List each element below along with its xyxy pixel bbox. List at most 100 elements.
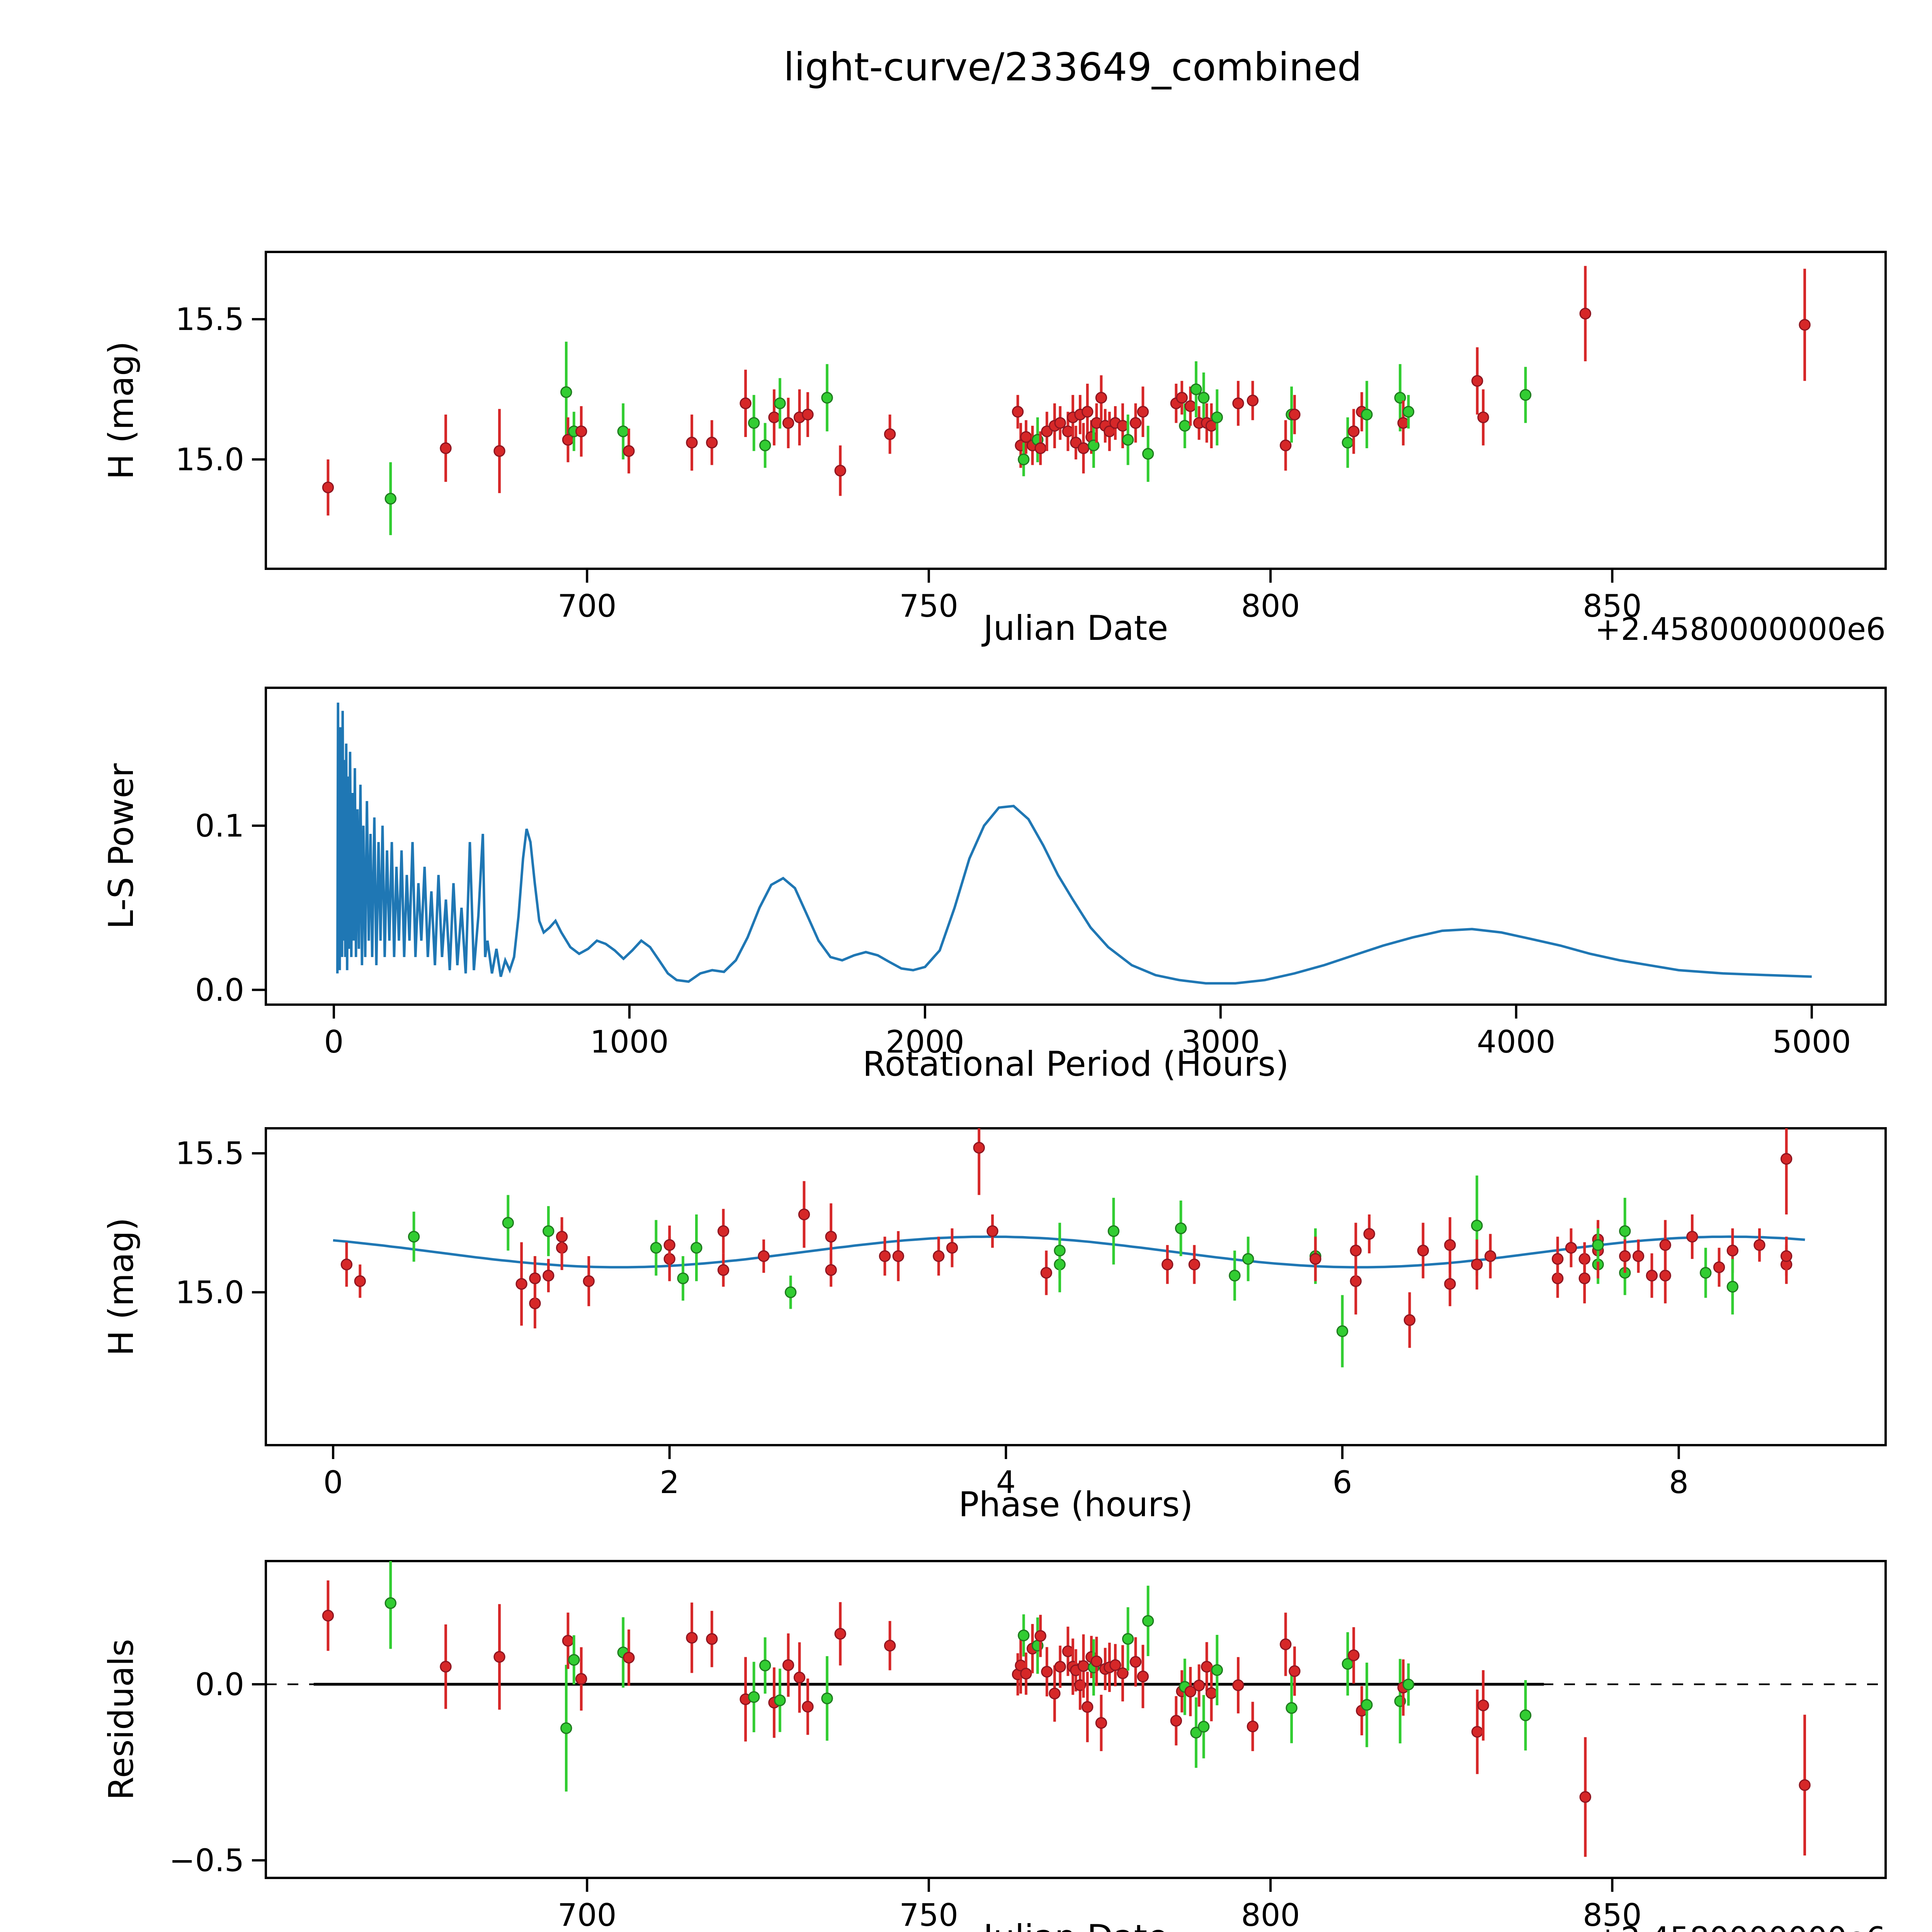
data-point	[515, 1278, 527, 1290]
data-point	[1519, 1709, 1532, 1721]
data-point	[706, 437, 718, 449]
data-point	[1350, 1245, 1362, 1257]
data-point	[1054, 1661, 1066, 1673]
data-point	[1054, 1245, 1066, 1257]
data-point	[1176, 392, 1188, 404]
data-point	[1137, 1670, 1149, 1682]
data-point	[1471, 1259, 1483, 1270]
panel4-xlabel: Julian Date	[981, 1917, 1168, 1932]
data-point	[1579, 1791, 1591, 1803]
data-point	[1034, 442, 1046, 454]
data-point	[1129, 417, 1142, 429]
data-point	[782, 1659, 794, 1671]
data-point	[1077, 1660, 1090, 1672]
periodogram-line	[336, 702, 1812, 985]
data-point	[1477, 1699, 1489, 1711]
data-point	[1041, 1666, 1053, 1678]
data-point	[1659, 1270, 1671, 1282]
data-point	[1286, 1702, 1298, 1714]
data-point	[562, 1635, 574, 1647]
data-point	[1077, 442, 1090, 454]
data-point	[384, 1597, 397, 1609]
data-point	[802, 1701, 814, 1713]
data-point	[1403, 1314, 1416, 1326]
data-point	[1619, 1250, 1631, 1262]
data-point	[1117, 420, 1129, 432]
data-point	[690, 1242, 702, 1254]
x-tick-label: 5000	[1772, 1024, 1851, 1060]
data-point	[1361, 408, 1373, 421]
data-point	[583, 1275, 595, 1287]
data-point	[1619, 1225, 1631, 1237]
data-point	[1659, 1239, 1671, 1251]
data-point	[1342, 437, 1354, 449]
y-tick-label: −0.5	[169, 1842, 244, 1878]
data-point	[1088, 439, 1100, 451]
data-point	[1197, 392, 1210, 404]
data-point	[1193, 1679, 1205, 1692]
data-point	[1348, 425, 1360, 437]
data-point	[1417, 1245, 1429, 1257]
data-point	[1477, 411, 1489, 423]
x-tick-label: 850	[1583, 1897, 1642, 1932]
panel-jd-residuals-spine	[265, 1560, 1887, 1879]
y-tick-label: 0.0	[195, 972, 244, 1008]
data-point	[1018, 453, 1030, 466]
data-point	[759, 439, 771, 451]
data-point	[1336, 1325, 1349, 1337]
data-point	[1310, 1253, 1321, 1265]
data-point	[1041, 425, 1053, 437]
data-point	[686, 1632, 698, 1644]
data-point	[1211, 1664, 1223, 1676]
x-tick-label: 800	[1241, 1897, 1300, 1932]
phase-mag-points	[340, 1128, 1793, 1367]
x-tick-label: 1000	[590, 1024, 669, 1060]
data-point	[686, 437, 698, 449]
panel-periodogram-spine	[265, 687, 1887, 1006]
data-point	[1726, 1245, 1739, 1257]
data-point	[1279, 1638, 1292, 1650]
x-tick-label: 0	[323, 1464, 343, 1500]
data-point	[758, 1250, 770, 1262]
data-point	[1632, 1250, 1645, 1262]
data-point	[782, 417, 794, 429]
panel1-ylabel: H (mag)	[101, 341, 141, 480]
data-point	[1578, 1272, 1591, 1284]
data-point	[1190, 383, 1202, 395]
x-tick-label: 750	[899, 588, 958, 624]
data-point	[784, 1286, 797, 1298]
data-point	[1170, 1715, 1182, 1727]
data-point	[575, 1673, 587, 1685]
panel4-ylabel: Residuals	[101, 1639, 141, 1800]
data-point	[1726, 1281, 1739, 1293]
panel3-xlabel: Phase (hours)	[959, 1485, 1193, 1524]
y-tick-label: 15.0	[175, 442, 244, 478]
data-point	[1471, 1219, 1483, 1231]
data-point	[1242, 1253, 1254, 1265]
data-point	[623, 1651, 635, 1664]
data-point	[1049, 1687, 1061, 1700]
data-point	[1780, 1153, 1793, 1165]
data-point	[774, 1694, 786, 1706]
x-tick-label: 750	[899, 1897, 958, 1932]
data-point	[556, 1231, 568, 1243]
data-point	[1799, 1779, 1811, 1791]
x-tick-label: 800	[1241, 588, 1300, 624]
x-tick-label: 3000	[1181, 1024, 1260, 1060]
data-point	[560, 386, 572, 398]
data-point	[1799, 319, 1811, 331]
data-point	[1122, 1633, 1134, 1645]
data-point	[1247, 395, 1259, 406]
data-point	[879, 1250, 891, 1262]
data-point	[933, 1250, 945, 1262]
data-point	[543, 1270, 554, 1282]
data-point	[821, 1692, 833, 1704]
residual-points	[322, 1561, 1811, 1857]
x-tick-label: 850	[1583, 588, 1642, 624]
data-point	[1040, 1267, 1053, 1279]
data-point	[802, 408, 814, 421]
data-point	[1205, 1687, 1218, 1699]
data-point	[568, 1654, 580, 1666]
data-point	[1197, 1721, 1210, 1733]
